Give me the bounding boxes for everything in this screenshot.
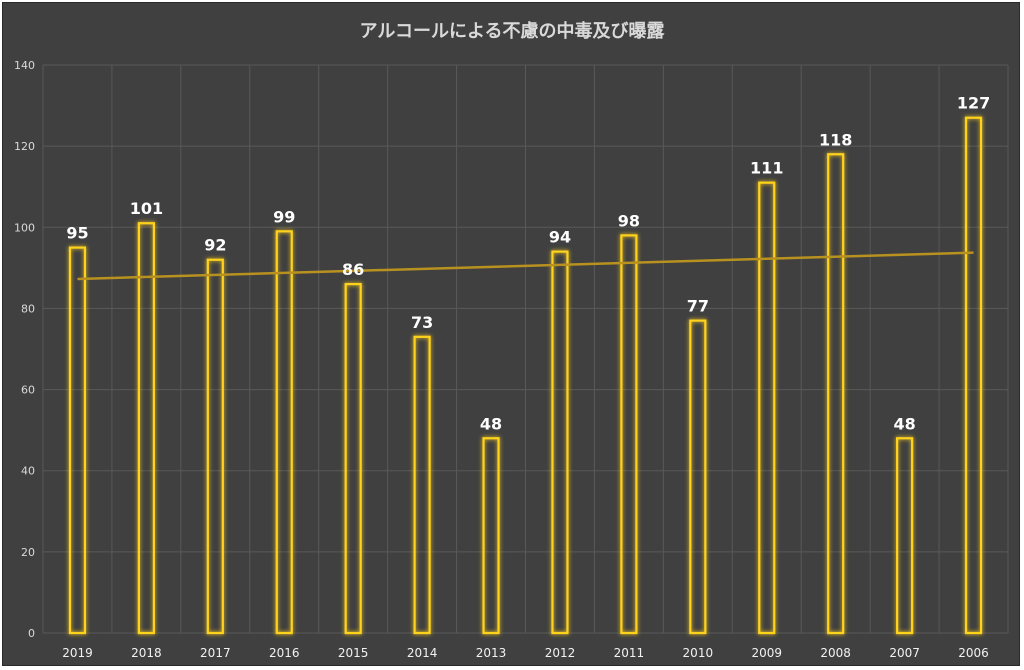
x-tick-label: 2010: [683, 646, 714, 660]
y-tick-label: 60: [21, 384, 35, 397]
data-label: 48: [893, 414, 915, 433]
x-tick-label: 2012: [545, 646, 576, 660]
trendline: [77, 251, 974, 281]
bar-2006: [964, 116, 983, 635]
x-tick-label: 2019: [62, 646, 93, 660]
y-tick-label: 120: [14, 140, 35, 153]
x-tick-label: 2006: [958, 646, 989, 660]
data-label: 48: [480, 414, 502, 433]
x-tick-label: 2008: [820, 646, 851, 660]
trendline-group: [77, 251, 974, 281]
data-label: 86: [342, 260, 364, 279]
x-tick-label: 2013: [476, 646, 507, 660]
bar-2016: [275, 230, 293, 635]
y-tick-label: 0: [28, 627, 35, 640]
data-label: 111: [750, 159, 783, 178]
data-label: 118: [819, 130, 852, 149]
bar-2013: [482, 437, 500, 635]
y-axis-ticks: 0 20 40 60 80 100 120 140: [14, 59, 35, 640]
bar-2012: [551, 250, 569, 635]
bar-2008: [827, 153, 845, 635]
x-tick-label: 2009: [751, 646, 782, 660]
bar-chart: アルコールによる不慮の中毒及び曝露 95 101 92 99 86 73 48 94 98 77 1…: [14, 20, 1009, 660]
y-tick-label: 20: [21, 546, 35, 559]
data-label: 77: [687, 297, 709, 316]
x-axis-ticks: 2019 2018 2017 2016 2015 2014 2013 2012 2011 2010…: [62, 646, 989, 660]
x-tick-label: 2014: [407, 646, 438, 660]
bar-2010: [689, 319, 707, 635]
bar-2015: [344, 282, 362, 635]
x-tick-label: 2011: [614, 646, 645, 660]
bar-2017: [206, 258, 224, 635]
data-label: 73: [411, 313, 433, 332]
x-tick-label: 2017: [200, 646, 231, 660]
chart-title: アルコールによる不慮の中毒及び曝露: [360, 20, 666, 42]
y-tick-label: 100: [14, 221, 35, 234]
data-label: 92: [204, 236, 226, 255]
x-tick-label: 2018: [131, 646, 162, 660]
y-tick-label: 80: [21, 302, 35, 315]
bar-2019: [68, 246, 87, 635]
bars: [68, 116, 983, 635]
data-label: 127: [957, 94, 990, 113]
grid-lines: [42, 64, 1009, 634]
data-label: 95: [66, 224, 88, 243]
bar-2018: [137, 222, 155, 635]
data-label: 98: [618, 211, 640, 230]
data-labels: 95 101 92 99 86 73 48 94 98 77 111 118 48 127: [66, 94, 990, 434]
x-tick-label: 2007: [889, 646, 920, 660]
data-label: 99: [273, 207, 295, 226]
y-tick-label: 140: [14, 59, 35, 72]
x-tick-label: 2016: [269, 646, 300, 660]
bar-2007: [896, 437, 914, 635]
data-label: 101: [130, 199, 163, 218]
y-tick-label: 40: [21, 465, 35, 478]
data-label: 94: [549, 228, 571, 247]
x-tick-label: 2015: [338, 646, 369, 660]
bar-2009: [758, 181, 776, 635]
bar-2014: [413, 335, 431, 635]
bar-2011: [620, 234, 638, 635]
